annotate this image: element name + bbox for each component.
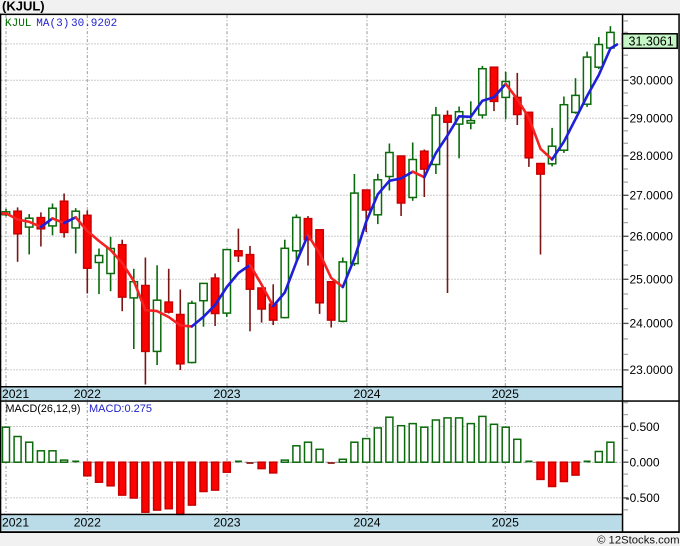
svg-text:0.500: 0.500	[630, 420, 660, 434]
svg-text:2023: 2023	[213, 516, 240, 530]
svg-text:2021: 2021	[2, 387, 29, 401]
svg-text:2023: 2023	[213, 387, 240, 401]
svg-text:MA(3): MA(3)	[36, 18, 69, 30]
svg-text:30.0000: 30.0000	[630, 74, 674, 88]
svg-text:KJUL: KJUL	[5, 18, 31, 30]
svg-text:2025: 2025	[492, 516, 519, 530]
svg-text:MACD:0.275: MACD:0.275	[89, 403, 152, 415]
svg-text:-0.500: -0.500	[626, 491, 660, 505]
svg-text:2022: 2022	[74, 516, 101, 530]
svg-text:2024: 2024	[353, 516, 380, 530]
svg-text:23.0000: 23.0000	[630, 363, 674, 377]
svg-text:2022: 2022	[74, 387, 101, 401]
svg-text:2021: 2021	[2, 516, 29, 530]
svg-text:28.0000: 28.0000	[630, 149, 674, 163]
svg-text:0.000: 0.000	[630, 456, 660, 470]
svg-text:29.0000: 29.0000	[630, 112, 674, 126]
svg-text:2025: 2025	[492, 387, 519, 401]
svg-text:31.3061: 31.3061	[629, 35, 674, 49]
svg-text:2024: 2024	[353, 387, 380, 401]
svg-text:© 12Stocks.com: © 12Stocks.com	[597, 535, 679, 546]
svg-text:25.0000: 25.0000	[630, 273, 674, 287]
svg-text:27.0000: 27.0000	[630, 189, 674, 203]
svg-text:(KJUL): (KJUL)	[2, 0, 45, 14]
svg-text:MACD(26,12,9): MACD(26,12,9)	[6, 403, 81, 415]
svg-text:26.0000: 26.0000	[630, 230, 674, 244]
svg-text:24.0000: 24.0000	[630, 317, 674, 331]
svg-text:30.9202: 30.9202	[71, 18, 117, 30]
